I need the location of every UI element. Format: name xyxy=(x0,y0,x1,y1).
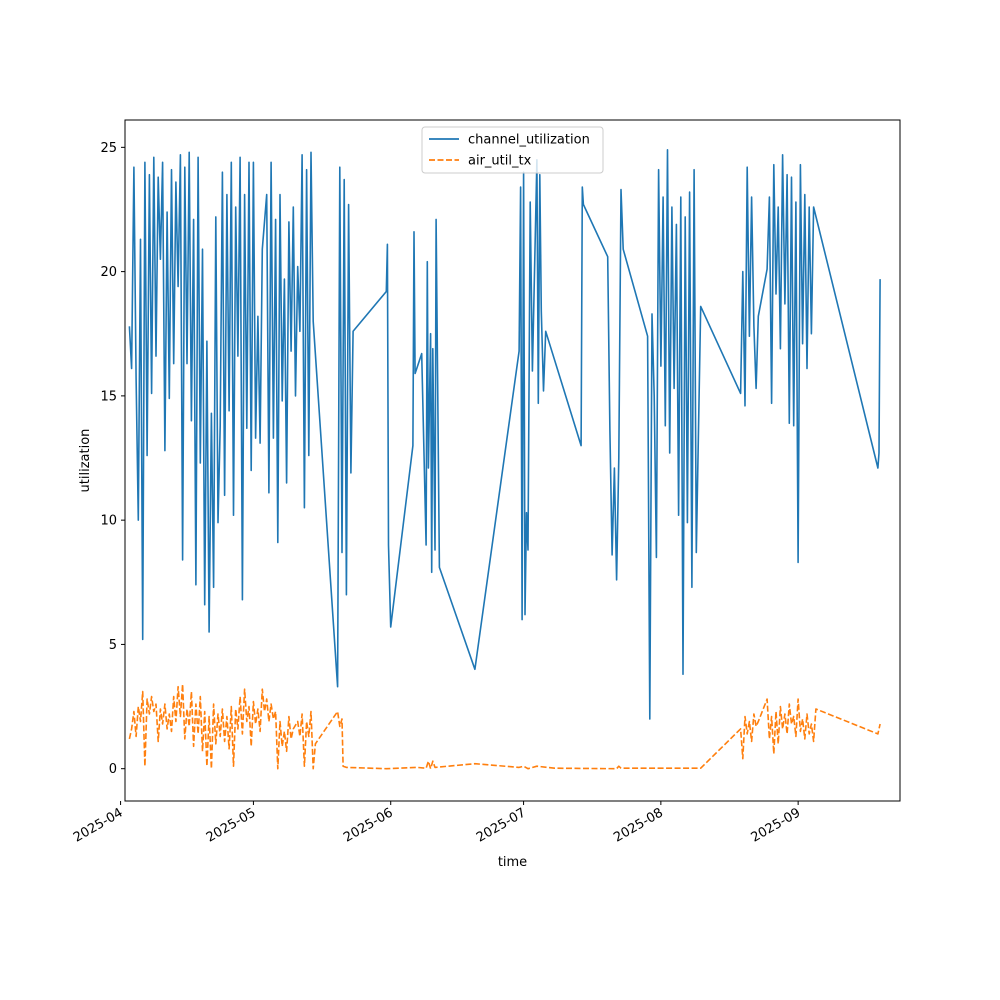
y-axis-label: utilization xyxy=(78,429,93,493)
x-tick-label: 2025-09 xyxy=(749,805,804,845)
x-tick-label: 2025-04 xyxy=(71,805,126,845)
x-tick-label: 2025-08 xyxy=(611,805,666,845)
x-tick-label: 2025-05 xyxy=(204,805,259,845)
legend: channel_utilization air_util_tx xyxy=(421,126,604,174)
legend-label-channel-utilization: channel_utilization xyxy=(468,133,590,148)
y-tick-label: 20 xyxy=(100,265,117,280)
y-tick-label: 10 xyxy=(100,514,117,529)
y-tick-label: 5 xyxy=(109,638,117,653)
plot-area-frame xyxy=(124,119,901,802)
x-tick-label: 2025-07 xyxy=(474,805,529,845)
series-layer xyxy=(128,149,881,770)
y-tick-label: 15 xyxy=(100,389,117,404)
legend-label-air-util-tx: air_util_tx xyxy=(468,154,532,169)
legend-frame xyxy=(421,126,604,174)
series-line-air-util-tx xyxy=(128,683,881,770)
y-tick-label: 25 xyxy=(100,141,117,156)
series-line-channel-utilization xyxy=(128,149,881,720)
x-axis-label: time xyxy=(498,855,527,870)
y-tick-label: 0 xyxy=(109,762,117,777)
y-axis-ticks: 0 5 10 15 20 25 xyxy=(100,141,125,777)
x-axis-ticks: 2025-04 2025-05 2025-06 2025-07 2025-08 2025-… xyxy=(71,801,803,846)
x-tick-label: 2025-06 xyxy=(341,805,396,845)
